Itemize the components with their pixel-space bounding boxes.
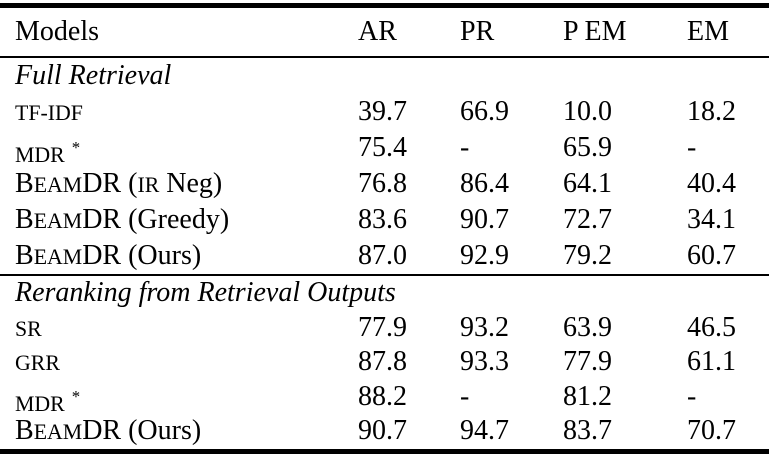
table-body: Full Retrieval TF-IDF 39.7 66.9 10.0 18.2 MDR … bbox=[0, 58, 769, 449]
model-name-part: MDR bbox=[15, 391, 65, 416]
value-cell: - bbox=[687, 380, 697, 412]
column-header-ar: AR bbox=[358, 16, 397, 47]
value-cell: - bbox=[687, 132, 697, 163]
model-cell: BEAMDR (Greedy) bbox=[15, 202, 358, 239]
value-cell: 92.9 bbox=[460, 240, 509, 271]
table-row: TF-IDF 39.7 66.9 10.0 18.2 bbox=[0, 94, 769, 130]
model-name-part: EAM bbox=[33, 420, 83, 444]
table-row: BEAMDR (Greedy) 83.6 90.7 72.7 34.1 bbox=[0, 202, 769, 238]
value-cell: 94.7 bbox=[460, 415, 509, 446]
model-name-part: DR bbox=[82, 168, 122, 199]
value-cell: 88.2 bbox=[358, 380, 407, 412]
value-cell: 90.7 bbox=[460, 204, 509, 235]
model-cell: BEAMDR (Ours) bbox=[15, 238, 358, 275]
section-divider-rule bbox=[0, 274, 769, 276]
model-name-part: SR bbox=[15, 316, 42, 341]
model-name-part: (Ours) bbox=[121, 240, 202, 271]
table-row: BEAMDR (Ours) 87.0 92.9 79.2 60.7 bbox=[0, 238, 769, 274]
model-cell: MDR * bbox=[15, 380, 358, 422]
value-cell: 64.1 bbox=[563, 168, 612, 199]
model-name-part: B bbox=[15, 168, 34, 199]
model-name-part: MDR bbox=[15, 143, 65, 168]
value-cell: 70.7 bbox=[687, 415, 736, 446]
value-cell: 18.2 bbox=[687, 96, 736, 127]
section-header-label: Full Retrieval bbox=[15, 60, 172, 91]
table-row: MDR * 75.4 - 65.9 - bbox=[0, 130, 769, 167]
value-cell: 75.4 bbox=[358, 132, 407, 163]
table-header-rule bbox=[0, 56, 769, 58]
value-cell: 86.4 bbox=[460, 168, 509, 199]
column-header-pr: PR bbox=[460, 16, 495, 47]
value-cell: - bbox=[460, 132, 470, 163]
value-cell: - bbox=[460, 380, 470, 412]
model-cell: MDR * bbox=[15, 130, 358, 173]
model-cell: SR bbox=[15, 311, 358, 347]
model-name-part: (Greedy) bbox=[121, 204, 230, 235]
model-name-part: TF-IDF bbox=[15, 101, 83, 125]
model-cell: BEAMDR (Ours) bbox=[15, 414, 358, 450]
value-cell: 39.7 bbox=[358, 96, 407, 127]
value-cell: 65.9 bbox=[563, 132, 612, 163]
model-name-part: Neg) bbox=[159, 168, 223, 199]
table-header-row: Models AR PR P EM EM bbox=[0, 8, 769, 56]
model-name-part: B bbox=[15, 240, 34, 271]
model-name-part: IR bbox=[137, 173, 160, 197]
model-name-part: DR bbox=[82, 240, 122, 271]
value-cell: 40.4 bbox=[687, 168, 736, 199]
table-row: BEAMDR (Ours) 90.7 94.7 83.7 70.7 bbox=[0, 414, 769, 449]
column-header-pem: P EM bbox=[563, 16, 627, 47]
value-cell: 87.0 bbox=[358, 240, 407, 271]
table-row: SR 77.9 93.2 63.9 46.5 bbox=[0, 311, 769, 346]
model-name-part: B bbox=[15, 415, 34, 446]
model-name-part: EAM bbox=[33, 245, 83, 269]
value-cell: 60.7 bbox=[687, 240, 736, 271]
table-row: BEAMDR (IR Neg) 76.8 86.4 64.1 40.4 bbox=[0, 166, 769, 202]
model-name-part: GRR bbox=[15, 351, 60, 375]
value-cell: 63.9 bbox=[563, 311, 612, 343]
model-name-part: EAM bbox=[33, 173, 83, 197]
model-name-part bbox=[65, 138, 72, 169]
model-cell: GRR bbox=[15, 345, 358, 381]
value-cell: 81.2 bbox=[563, 380, 612, 412]
table-row: MDR * 88.2 - 81.2 - bbox=[0, 380, 769, 416]
model-name-part: * bbox=[71, 138, 81, 157]
value-cell: 79.2 bbox=[563, 240, 612, 271]
value-cell: 46.5 bbox=[687, 311, 736, 343]
section-header-row: Full Retrieval bbox=[0, 58, 769, 94]
model-name-part: ( bbox=[121, 168, 138, 199]
value-cell: 90.7 bbox=[358, 415, 407, 446]
value-cell: 77.9 bbox=[358, 311, 407, 343]
column-header-em: EM bbox=[687, 16, 729, 47]
model-cell: BEAMDR (IR Neg) bbox=[15, 166, 358, 203]
value-cell: 93.3 bbox=[460, 346, 509, 377]
column-header-models: Models bbox=[15, 16, 99, 47]
model-name-part: EAM bbox=[33, 209, 83, 233]
value-cell: 72.7 bbox=[563, 204, 612, 235]
value-cell: 10.0 bbox=[563, 96, 612, 127]
value-cell: 61.1 bbox=[687, 346, 736, 377]
value-cell: 34.1 bbox=[687, 204, 736, 235]
value-cell: 76.8 bbox=[358, 168, 407, 199]
table-top-rule bbox=[0, 3, 769, 8]
model-name-part: B bbox=[15, 204, 34, 235]
value-cell: 83.7 bbox=[563, 415, 612, 446]
value-cell: 83.6 bbox=[358, 204, 407, 235]
model-name-part: DR bbox=[82, 415, 122, 446]
value-cell: 87.8 bbox=[358, 346, 407, 377]
value-cell: 77.9 bbox=[563, 346, 612, 377]
table-row: GRR 87.8 93.3 77.9 61.1 bbox=[0, 345, 769, 380]
section-header-label: Reranking from Retrieval Outputs bbox=[15, 277, 396, 308]
value-cell: 66.9 bbox=[460, 96, 509, 127]
model-name-part: (Ours) bbox=[121, 415, 202, 446]
model-cell: TF-IDF bbox=[15, 94, 358, 131]
value-cell: 93.2 bbox=[460, 311, 509, 343]
model-name-part: DR bbox=[82, 204, 122, 235]
section-header-row: Reranking from Retrieval Outputs bbox=[0, 276, 769, 311]
model-name-part: * bbox=[71, 386, 81, 406]
table-bottom-rule bbox=[0, 448, 769, 454]
